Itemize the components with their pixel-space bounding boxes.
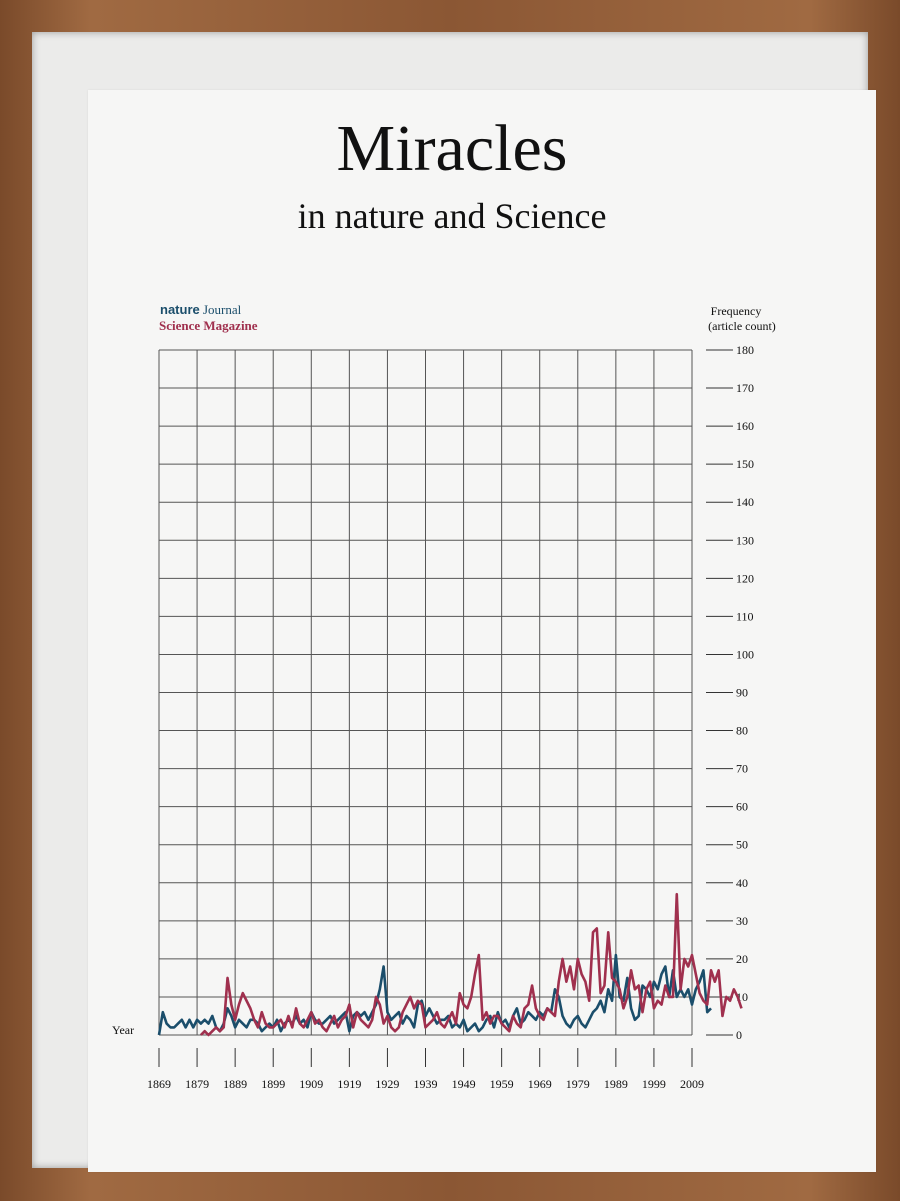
x-tick-label-1989: 1989: [604, 1077, 628, 1091]
y-tick-label-20: 20: [736, 952, 748, 966]
x-tick-label-1869: 1869: [147, 1077, 171, 1091]
x-tick-label-1879: 1879: [185, 1077, 209, 1091]
y-axis-subtitle: (article count): [708, 319, 776, 333]
grid: [158, 349, 693, 1036]
y-tick-label-170: 170: [736, 381, 754, 395]
x-tick-label-1999: 1999: [642, 1077, 666, 1091]
legend-nature: nature Journal: [160, 302, 242, 317]
y-tick-label-140: 140: [736, 495, 754, 509]
x-axis-title: Year: [112, 1023, 134, 1037]
y-tick-label-160: 160: [736, 419, 754, 433]
chart-subtitle: in nature and Science: [298, 196, 607, 236]
legend-nature-suffix: Journal: [200, 302, 242, 317]
x-tick-label-1919: 1919: [337, 1077, 361, 1091]
y-tick-label-30: 30: [736, 914, 748, 928]
chart-title: Miracles: [337, 112, 568, 185]
y-tick-label-80: 80: [736, 724, 748, 738]
y-tick-label-100: 100: [736, 647, 754, 661]
x-tick-label-1899: 1899: [261, 1077, 285, 1091]
y-tick-label-70: 70: [736, 762, 748, 776]
series-lines: [157, 892, 743, 1037]
x-tick-label-1889: 1889: [223, 1077, 247, 1091]
y-tick-label-60: 60: [736, 800, 748, 814]
y-tick-label-180: 180: [736, 343, 754, 357]
x-tick-label-1969: 1969: [528, 1077, 552, 1091]
legend-science: Science Magazine: [159, 318, 258, 333]
x-tick-label-1979: 1979: [566, 1077, 590, 1091]
x-tick-label-1939: 1939: [414, 1077, 438, 1091]
mat-board: [32, 32, 876, 1172]
y-tick-label-130: 130: [736, 533, 754, 547]
y-tick-label-150: 150: [736, 457, 754, 471]
x-tick-label-1909: 1909: [299, 1077, 323, 1091]
x-axis: 1869 1879 1889 1899 1909 1919 1929 1939 1949 1959…: [147, 1048, 704, 1091]
y-tick-label-40: 40: [736, 876, 748, 890]
y-tick-label-120: 120: [736, 571, 754, 585]
y-tick-label-50: 50: [736, 838, 748, 852]
x-tick-label-1959: 1959: [490, 1077, 514, 1091]
x-tick-label-1949: 1949: [452, 1077, 476, 1091]
x-tick-label-2009: 2009: [680, 1077, 704, 1091]
y-tick-label-0: 0: [736, 1028, 742, 1042]
series-line-science: [199, 892, 743, 1037]
legend-nature-prefix: nature: [160, 302, 200, 317]
y-tick-label-110: 110: [736, 609, 754, 623]
y-tick-label-90: 90: [736, 686, 748, 700]
x-tick-label-1929: 1929: [375, 1077, 399, 1091]
y-axis: 0102030405060708090100110120130140150160…: [706, 343, 754, 1042]
y-axis-title: Frequency: [711, 304, 762, 318]
